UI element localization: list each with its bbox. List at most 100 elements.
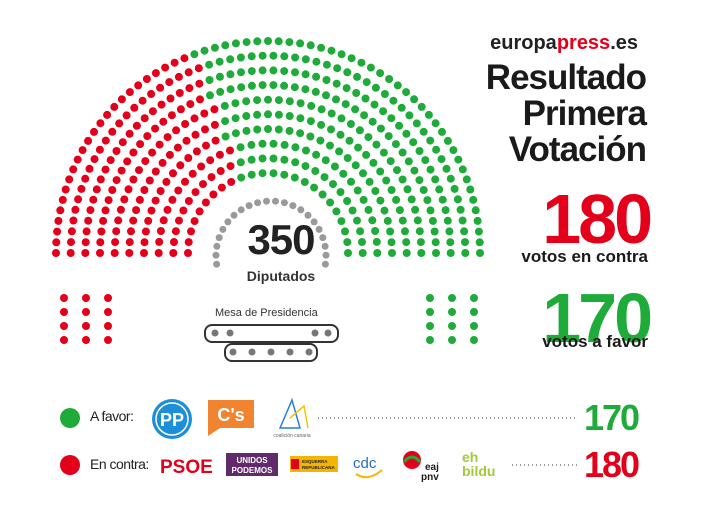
seat	[159, 216, 168, 225]
pnv-logo: eaj pnv	[402, 451, 439, 483]
presidency-group	[212, 197, 330, 268]
presidency-seat	[321, 242, 329, 250]
seat	[413, 216, 422, 225]
seat	[385, 75, 394, 83]
seat	[132, 121, 141, 130]
seat	[274, 110, 283, 119]
mesa-seat	[305, 348, 313, 356]
seat	[317, 43, 326, 52]
presidency-seat	[213, 260, 221, 268]
seat	[366, 63, 375, 72]
seat	[269, 81, 278, 90]
seat	[184, 154, 193, 162]
seat	[307, 101, 316, 110]
seat	[306, 132, 315, 141]
seat	[170, 238, 178, 246]
total-seats-label: Diputados	[246, 268, 316, 284]
seat	[60, 336, 68, 344]
seat	[247, 155, 256, 164]
seat	[237, 173, 246, 182]
seat	[242, 38, 251, 47]
legend-graphic: PP C's coalición canaria PSOE UNIDOS POD…	[60, 397, 578, 483]
seat	[358, 249, 367, 257]
seat	[129, 175, 138, 184]
seat	[140, 238, 149, 247]
seat	[393, 166, 401, 175]
seat	[227, 178, 236, 186]
seat	[194, 64, 203, 73]
seat	[104, 322, 112, 330]
mesa-seat	[211, 329, 219, 337]
seat	[112, 227, 121, 236]
seat	[264, 37, 272, 45]
seat	[155, 140, 164, 149]
legend-for-label: A favor:	[90, 408, 134, 424]
seat	[448, 336, 456, 344]
seat	[104, 196, 113, 205]
seat	[337, 114, 346, 123]
seat	[354, 143, 363, 152]
presidency-seat	[230, 211, 238, 219]
seat	[82, 336, 90, 344]
seat	[118, 138, 127, 147]
seat	[291, 158, 300, 167]
seat	[312, 57, 321, 66]
seat	[82, 294, 90, 302]
seat	[52, 249, 60, 257]
psoe-logo: PSOE	[160, 457, 213, 478]
seat	[71, 205, 80, 214]
seat	[437, 155, 446, 164]
seat	[184, 197, 193, 205]
seat	[125, 88, 134, 97]
seat	[264, 95, 272, 104]
seat	[376, 167, 385, 176]
seat	[158, 158, 167, 167]
seat	[341, 227, 349, 236]
seat	[60, 294, 68, 302]
seat	[438, 195, 447, 204]
seat	[318, 190, 327, 199]
seat	[73, 155, 82, 164]
seat	[69, 165, 78, 174]
seat	[438, 127, 446, 136]
seat	[415, 227, 424, 236]
brand-logo: europapress.es	[490, 32, 638, 54]
seat	[326, 198, 335, 207]
seat	[372, 140, 381, 149]
seat	[86, 206, 95, 215]
seat	[388, 249, 396, 257]
seat	[461, 238, 469, 247]
seat	[53, 227, 62, 236]
seat	[333, 64, 342, 73]
mesa-seat	[229, 348, 237, 356]
seat	[78, 146, 87, 155]
seat	[124, 185, 133, 194]
seat	[402, 129, 411, 138]
seat	[96, 249, 104, 257]
seat	[247, 67, 256, 76]
presidency-seat	[319, 234, 327, 242]
seat	[431, 238, 440, 247]
seat	[141, 157, 150, 166]
seat	[175, 89, 184, 97]
seat	[97, 227, 106, 236]
svg-text:PP: PP	[160, 410, 184, 430]
seat	[344, 249, 352, 257]
against-votes-label: votos en contra	[521, 247, 648, 266]
seat	[353, 186, 362, 195]
seat	[180, 54, 189, 63]
seat	[441, 206, 450, 215]
seat	[312, 150, 321, 159]
seat	[419, 186, 428, 194]
title-line-3: Votación	[508, 130, 647, 169]
seat	[154, 249, 163, 257]
seat	[371, 83, 380, 92]
seat	[125, 238, 134, 247]
seat	[322, 91, 330, 100]
seat	[92, 185, 101, 194]
seat	[190, 217, 199, 226]
presidency-seat	[245, 202, 253, 210]
seat	[142, 75, 151, 83]
seat	[156, 187, 165, 195]
seat	[221, 132, 230, 141]
